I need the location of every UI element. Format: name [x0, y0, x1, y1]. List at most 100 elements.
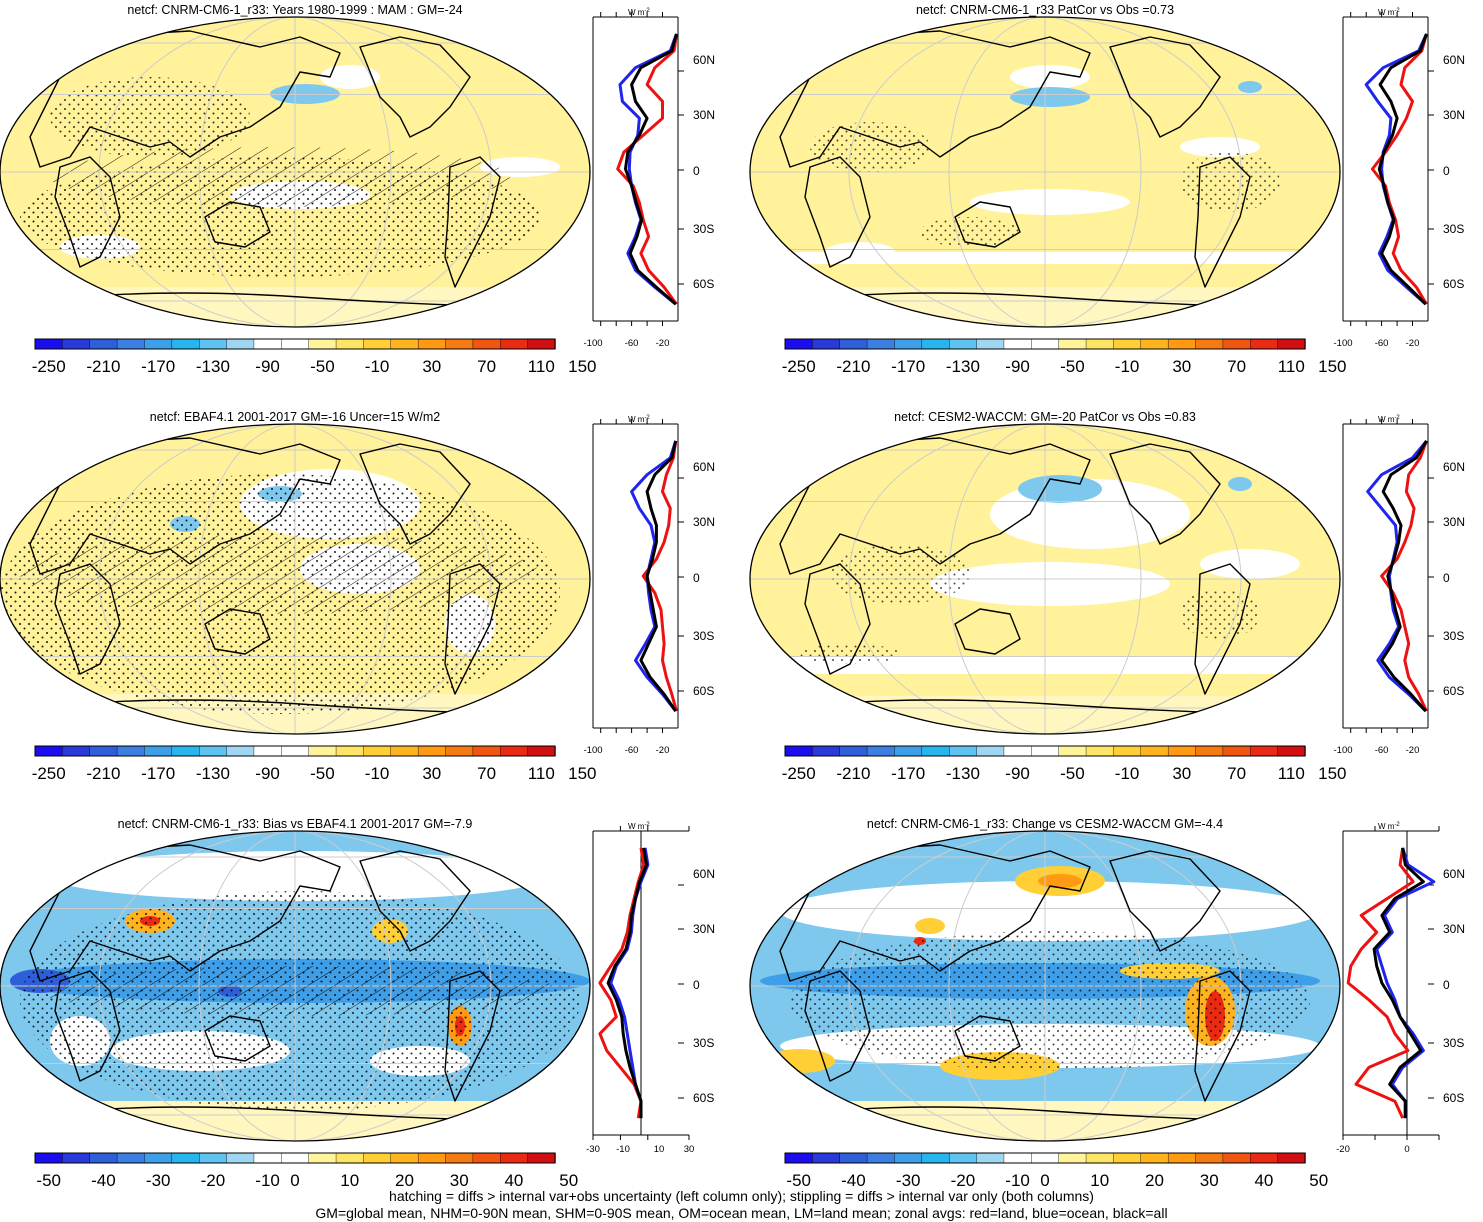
- colorbar-label: -90: [255, 764, 280, 783]
- colorbar-label: -90: [1005, 764, 1030, 783]
- colorbar-box: [199, 1152, 228, 1164]
- colorbar-label: 150: [568, 357, 596, 376]
- panel-1: netcf: CNRM-CM6-1_r33 PatCor vs Obs =0.7…: [749, 3, 1465, 376]
- zonal-lines: [630, 440, 678, 713]
- colorbar: -50 -40 -30 -20 -10 0 10 20 30 40 50: [34, 1152, 578, 1190]
- colorbar-label: 50: [559, 1171, 578, 1190]
- colorbar-box: [1113, 338, 1142, 350]
- colorbar-boxes: [784, 1152, 1306, 1164]
- colorbar-box: [308, 1152, 337, 1164]
- colorbar-box: [281, 338, 310, 350]
- colorbar-box: [894, 745, 923, 757]
- colorbar-label: -210: [86, 764, 120, 783]
- zonal-y-labels: 60N 30N 0 30S 60S: [1443, 867, 1465, 1105]
- zonal-series-land: [1380, 440, 1428, 712]
- colorbar-box: [527, 1152, 556, 1164]
- lat-label: 0: [693, 571, 700, 585]
- colorbar-box: [308, 338, 337, 350]
- colorbar-label: -130: [196, 764, 230, 783]
- colorbar-box: [894, 338, 923, 350]
- colorbar-label: -90: [1005, 357, 1030, 376]
- colorbar-box: [839, 1152, 868, 1164]
- colorbar-box: [116, 1152, 146, 1164]
- colorbar-box: [116, 338, 146, 350]
- colorbar-box: [34, 745, 64, 757]
- colorbar-box: [281, 1152, 310, 1164]
- colorbar-box: [812, 338, 841, 350]
- zonal-lines: [1346, 847, 1436, 1119]
- map: [0, 830, 591, 1142]
- colorbar-label: -50: [1060, 764, 1085, 783]
- colorbar-box: [199, 745, 228, 757]
- colorbar-box: [1058, 338, 1087, 350]
- colorbar-box: [949, 1152, 978, 1164]
- colorbar-box: [1058, 1152, 1087, 1164]
- lat-label: 30S: [693, 222, 714, 236]
- colorbar-box: [445, 338, 474, 350]
- colorbar-box: [445, 1152, 474, 1164]
- zonal-x-labels: -100 -60 -20: [583, 745, 669, 756]
- colorbar-label: 70: [477, 357, 496, 376]
- colorbar-label: 10: [340, 1171, 359, 1190]
- colorbar-box: [1222, 1152, 1251, 1164]
- zonal-x-labels: -100 -60 -20: [583, 338, 669, 349]
- zonal-panel: W m-2 -100 -60 -20: [1333, 8, 1465, 349]
- colorbar-box: [1003, 745, 1033, 757]
- colorbar-label: 70: [1227, 764, 1246, 783]
- colorbar-label: -170: [891, 357, 925, 376]
- zonal-x-label: -60: [1375, 745, 1389, 756]
- colorbar-box: [445, 745, 474, 757]
- zonal-lines: [598, 847, 650, 1119]
- colorbar-box: [1195, 338, 1224, 350]
- zonal-x-labels: -20 0: [1336, 1144, 1410, 1155]
- colorbar-box: [226, 1152, 255, 1164]
- colorbar-box: [921, 1152, 950, 1164]
- colorbar-box: [1250, 1152, 1279, 1164]
- colorbar-box: [1167, 745, 1197, 757]
- zonal-x-label: 10: [654, 1144, 665, 1155]
- colorbar-label: 110: [1278, 357, 1305, 376]
- lat-label: 30N: [693, 922, 715, 936]
- colorbar-boxes: [34, 745, 556, 757]
- zonal-series-all: [1377, 33, 1428, 306]
- lat-label: 60S: [1443, 684, 1464, 698]
- colorbar-labels: -250 -210 -170 -130 -90 -50 -10 30 70 11…: [782, 764, 1347, 783]
- colorbar-box: [784, 745, 814, 757]
- colorbar-box: [363, 745, 392, 757]
- colorbar-label: 150: [1318, 357, 1346, 376]
- colorbar-label: -40: [91, 1171, 116, 1190]
- zonal-series-land: [641, 440, 678, 712]
- colorbar-box: [34, 1152, 64, 1164]
- zonal-lines: [1366, 439, 1428, 713]
- colorbar-box: [171, 338, 200, 350]
- colorbar: -250 -210 -170 -130 -90 -50 -10 30 70 11…: [782, 745, 1347, 783]
- zonal-x-label: -100: [583, 338, 602, 349]
- colorbar-label: -20: [951, 1171, 976, 1190]
- lat-label: 0: [1443, 571, 1450, 585]
- zonal-x-label: -20: [1406, 745, 1420, 756]
- colorbar-label: 30: [422, 764, 441, 783]
- colorbar-box: [1277, 745, 1306, 757]
- colorbar-label: -10: [1005, 1171, 1030, 1190]
- colorbar-box: [976, 338, 1005, 350]
- colorbar-box: [500, 1152, 529, 1164]
- lat-label: 60S: [693, 684, 714, 698]
- zonal-y-labels: 60N 30N 0 30S 60S: [1443, 53, 1465, 291]
- colorbar-box: [253, 338, 283, 350]
- lat-label: 60N: [693, 53, 715, 67]
- panel-0: netcf: CNRM-CM6-1_r33: Years 1980-1999 :…: [0, 3, 715, 376]
- colorbar-box: [949, 745, 978, 757]
- lat-label: 30S: [1443, 629, 1464, 643]
- zonal-y-labels: 60N 30N 0 30S 60S: [693, 460, 715, 698]
- lat-label: 0: [693, 978, 700, 992]
- colorbar-box: [335, 1152, 365, 1164]
- lat-label: 60N: [1443, 460, 1465, 474]
- colorbar-box: [472, 338, 501, 350]
- colorbar-labels: -50 -40 -30 -20 -10 0 10 20 30 40 50: [36, 1171, 578, 1190]
- colorbar-label: 20: [1145, 1171, 1164, 1190]
- zonal-series-ocean: [1375, 847, 1436, 1119]
- colorbar-box: [500, 338, 529, 350]
- colorbar-box: [1113, 745, 1142, 757]
- colorbar: -50 -40 -30 -20 -10 0 10 20 30 40 50: [784, 1152, 1328, 1190]
- zonal-series-ocean: [618, 33, 678, 306]
